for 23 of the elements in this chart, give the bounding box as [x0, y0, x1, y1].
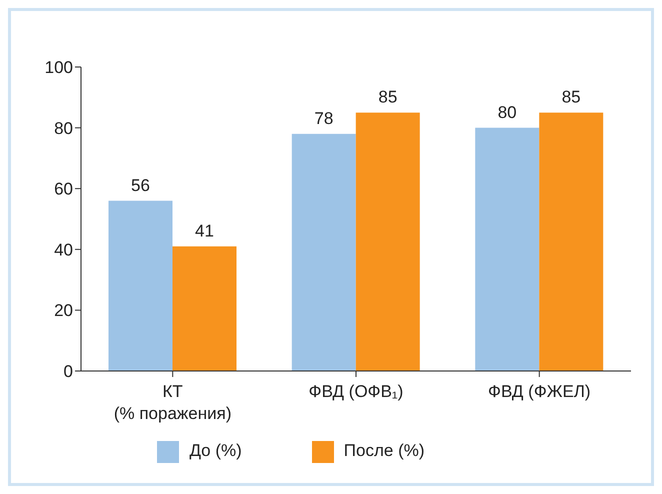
y-tick-label: 100 — [44, 58, 73, 78]
y-tick-label: 20 — [54, 301, 73, 320]
data-label: 41 — [195, 221, 214, 240]
data-label: 85 — [562, 88, 581, 107]
x-tick-label: КТ (% поражения) — [114, 382, 232, 423]
legend-label: До (%) — [189, 441, 242, 460]
bar — [292, 134, 356, 371]
x-tick-label: ФВД (ФЖЕЛ) — [488, 382, 591, 401]
bar — [356, 112, 420, 371]
x-tick-label: ФВД (ОФВ₁) — [308, 382, 404, 401]
data-label: 78 — [314, 108, 334, 128]
y-tick-label: 80 — [54, 118, 73, 138]
legend-label: После (%) — [344, 441, 425, 460]
y-tick-label: 0 — [64, 362, 73, 382]
data-label: 80 — [498, 102, 517, 122]
bar — [108, 200, 172, 371]
bar — [475, 128, 540, 371]
y-tick-label: 60 — [54, 180, 73, 199]
data-label: 56 — [131, 176, 150, 195]
bar — [539, 112, 604, 371]
bar — [172, 246, 236, 371]
y-tick-label: 40 — [54, 240, 73, 260]
data-label: 85 — [378, 88, 398, 107]
